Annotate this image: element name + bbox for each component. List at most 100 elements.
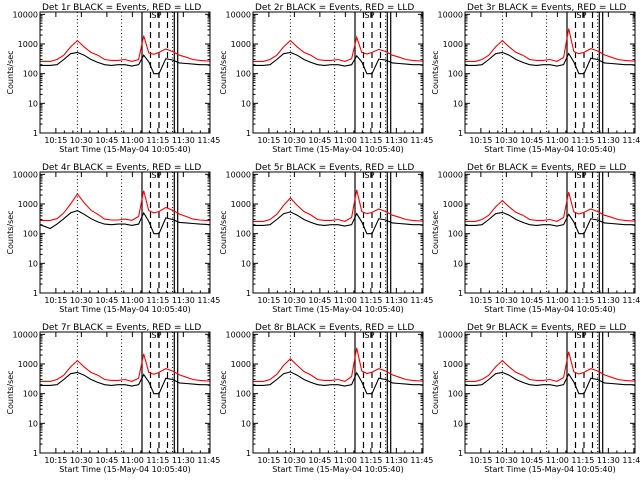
x-tick-label: 11:00 [334,136,357,145]
series-lld-line [40,35,211,62]
y-tick-label: 1000 [18,360,38,369]
y-tick-label: 1 [246,449,251,458]
y-tick-label: 10 [241,419,251,428]
plot-frame [252,331,424,454]
chart-title: Det 2r BLACK = Events, RED = LLD [255,3,414,13]
y-tick-label: 100 [23,70,38,79]
plot-frame [464,11,636,134]
y-tick-label: 1 [458,449,463,458]
x-tick-label: 10:45 [95,296,118,305]
plot-frame [39,171,211,294]
x-tick-label: 10:15 [469,456,492,465]
x-tick-label: 11:45 [622,296,640,305]
y-tick-label: 1000 [18,40,38,49]
x-tick-label: 10:15 [44,296,67,305]
series-events-line [465,211,636,235]
y-tick-label: 1 [246,289,251,298]
series-lld-line [465,28,636,62]
x-tick-label: 10:45 [308,136,331,145]
series-events-line [40,51,211,75]
x-tick-label: 10:15 [257,296,280,305]
y-tick-label: 10000 [13,170,38,179]
x-tick-label: 11:00 [546,136,569,145]
plot-frame [464,331,636,454]
y-tick-label: 1 [33,289,38,298]
x-tick-label: 11:15 [571,296,594,305]
y-tick-label: 10000 [226,170,251,179]
y-tick-label: 1 [33,129,38,138]
y-axis-label: Counts/sec [219,370,228,414]
marker-label: SP [152,171,162,180]
x-tick-label: 11:00 [334,296,357,305]
series-lld-line [40,190,211,222]
x-tick-label: 10:30 [283,136,306,145]
y-axis-label: Counts/sec [219,210,228,254]
y-tick-label: 10000 [13,330,38,339]
x-tick-label: 10:30 [495,136,518,145]
x-axis-label: Start Time (15-May-04 10:05:40) [484,145,615,154]
y-axis-label: Counts/sec [6,370,15,414]
y-axis-label: Counts/sec [6,210,15,254]
y-tick-label: 1000 [231,200,251,209]
y-tick-label: 10 [453,259,463,268]
x-tick-label: 10:30 [70,456,93,465]
chart-title: Det 9r BLACK = Events, RED = LLD [467,323,626,333]
y-tick-label: 1000 [443,200,463,209]
x-axis-label: Start Time (15-May-04 10:05:40) [484,465,615,474]
x-tick-label: 11:30 [385,296,408,305]
y-tick-label: 1000 [443,360,463,369]
series-lld-line [253,35,424,62]
x-tick-label: 10:45 [520,296,543,305]
series-events-line [465,371,636,395]
y-tick-label: 100 [448,390,463,399]
marker-label: SP [577,331,587,340]
series-events-line [253,371,424,395]
x-tick-label: 10:15 [44,136,67,145]
marker-label: SP [365,11,375,20]
series-events-line [465,51,636,75]
x-tick-label: 10:15 [44,456,67,465]
y-tick-label: 10000 [226,10,251,19]
y-tick-label: 1 [246,129,251,138]
x-axis-label: Start Time (15-May-04 10:05:40) [272,145,403,154]
y-axis-label: Counts/sec [431,370,440,414]
x-tick-label: 10:15 [469,296,492,305]
plot-frame [464,171,636,294]
chart-title: Det 6r BLACK = Events, RED = LLD [467,163,626,173]
x-axis-label: Start Time (15-May-04 10:05:40) [59,145,190,154]
y-tick-label: 10000 [438,170,463,179]
x-tick-label: 11:00 [121,456,144,465]
marker-label: SP [365,171,375,180]
series-lld-line [253,347,424,383]
y-tick-label: 10000 [438,10,463,19]
x-tick-label: 11:00 [121,136,144,145]
chart-title: Det 4r BLACK = Events, RED = LLD [42,163,201,173]
plot-frame [252,11,424,134]
x-tick-label: 11:30 [597,136,620,145]
y-tick-label: 100 [23,230,38,239]
x-axis-label: Start Time (15-May-04 10:05:40) [59,305,190,314]
x-tick-label: 10:15 [469,136,492,145]
x-axis-label: Start Time (15-May-04 10:05:40) [272,465,403,474]
x-tick-label: 10:45 [95,456,118,465]
y-tick-label: 1 [458,129,463,138]
x-tick-label: 11:15 [359,136,382,145]
y-tick-label: 100 [23,390,38,399]
plot-frame [39,331,211,454]
x-tick-label: 11:15 [571,456,594,465]
chart-title: Det 5r BLACK = Events, RED = LLD [255,163,414,173]
y-axis-label: Counts/sec [219,50,228,94]
x-tick-label: 11:30 [597,456,620,465]
x-tick-label: 11:00 [121,296,144,305]
chart-title: Det 8r BLACK = Events, RED = LLD [255,323,414,333]
y-tick-label: 10 [28,419,38,428]
x-tick-label: 11:45 [622,456,640,465]
y-tick-label: 10 [453,419,463,428]
x-tick-label: 11:15 [359,296,382,305]
x-tick-label: 11:45 [197,456,220,465]
plot-frame [252,171,424,294]
